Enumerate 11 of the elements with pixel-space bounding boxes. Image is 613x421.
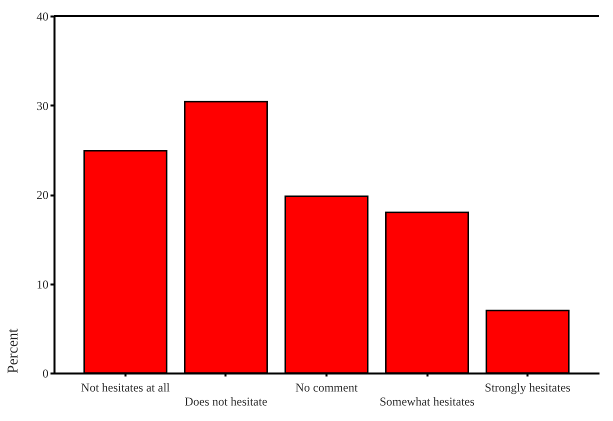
- x-tick-label: Does not hesitate: [184, 394, 268, 408]
- y-tick-label: 40: [36, 10, 48, 24]
- y-axis-title: Percent: [6, 328, 22, 374]
- y-tick-label: 30: [36, 98, 48, 113]
- x-tick-label: No comment: [295, 380, 358, 394]
- y-tick-label: 10: [36, 277, 48, 292]
- x-tick-label: Not hesitates at all: [80, 380, 171, 394]
- y-tick-label: 0: [42, 366, 48, 380]
- y-tick-label: 20: [36, 188, 48, 202]
- x-tick-label: Somewhat hesitates: [380, 394, 475, 408]
- x-tick-label: Strongly hesitates: [484, 380, 571, 394]
